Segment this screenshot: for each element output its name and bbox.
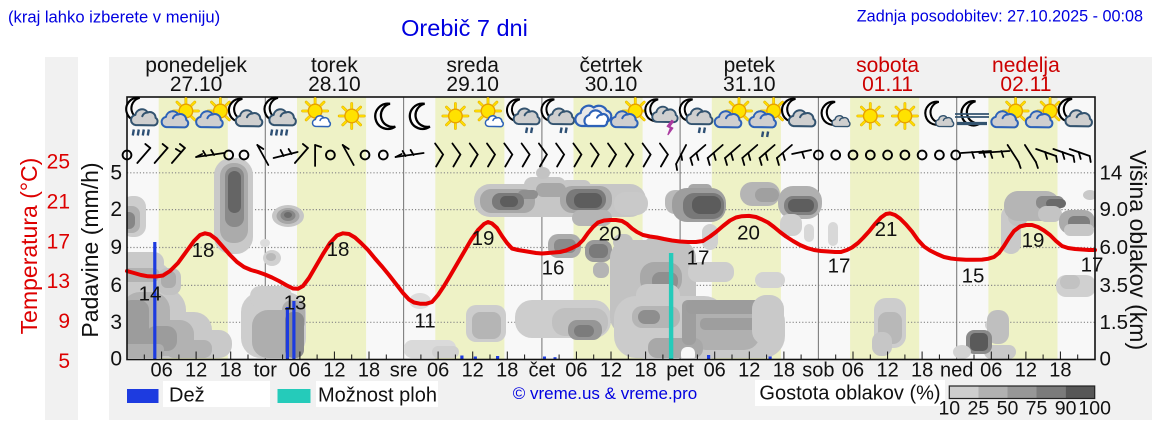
svg-text:17: 17 <box>828 255 851 278</box>
svg-text:sre: sre <box>390 360 418 382</box>
svg-text:6.0: 6.0 <box>1100 236 1129 259</box>
svg-text:3.5: 3.5 <box>1100 274 1129 297</box>
svg-text:14: 14 <box>1100 161 1123 184</box>
svg-text:ned: ned <box>940 360 973 382</box>
svg-text:31.10: 31.10 <box>723 73 776 96</box>
svg-text:18: 18 <box>911 360 933 382</box>
svg-text:20: 20 <box>599 223 622 246</box>
svg-text:četrtek: četrtek <box>579 54 643 77</box>
svg-text:11: 11 <box>414 310 435 333</box>
svg-text:Višina oblakov (km): Višina oblakov (km) <box>1125 150 1151 350</box>
svg-text:02.11: 02.11 <box>1000 73 1051 96</box>
svg-text:tor: tor <box>254 360 278 382</box>
svg-text:12: 12 <box>185 360 207 382</box>
svg-text:21: 21 <box>47 191 70 214</box>
svg-text:torek: torek <box>311 54 358 77</box>
svg-text:25: 25 <box>47 151 70 174</box>
svg-text:50: 50 <box>997 398 1019 420</box>
svg-text:Temperatura (°C): Temperatura (°C) <box>16 158 42 335</box>
svg-text:06: 06 <box>704 360 726 382</box>
svg-text:Padavine (mm/h): Padavine (mm/h) <box>77 162 103 337</box>
svg-text:16: 16 <box>542 257 565 280</box>
svg-text:Zadnja posodobitev: 27.10.2025: Zadnja posodobitev: 27.10.2025 - 00:08 <box>857 8 1143 26</box>
svg-text:9: 9 <box>58 310 70 333</box>
svg-text:6: 6 <box>110 274 122 297</box>
svg-text:(kraj lahko izberete v meniju): (kraj lahko izberete v meniju) <box>8 8 220 27</box>
svg-text:18: 18 <box>634 360 656 382</box>
svg-text:12: 12 <box>876 360 898 382</box>
svg-text:90: 90 <box>1055 398 1077 420</box>
svg-text:21: 21 <box>875 218 898 241</box>
svg-text:0: 0 <box>1100 348 1111 371</box>
svg-text:06: 06 <box>980 360 1002 382</box>
svg-text:petek: petek <box>724 54 776 77</box>
svg-text:17: 17 <box>687 247 710 270</box>
svg-text:čet: čet <box>529 360 556 382</box>
svg-text:18: 18 <box>192 239 215 262</box>
svg-text:Gostota oblakov (%): Gostota oblakov (%) <box>759 383 940 405</box>
svg-text:18: 18 <box>220 360 242 382</box>
svg-text:17: 17 <box>47 231 70 254</box>
svg-text:18: 18 <box>496 360 518 382</box>
svg-text:20: 20 <box>737 222 760 245</box>
svg-text:0: 0 <box>110 348 122 371</box>
svg-text:06: 06 <box>565 360 587 382</box>
svg-text:3: 3 <box>110 311 122 334</box>
svg-text:13: 13 <box>284 292 307 315</box>
svg-text:01.11: 01.11 <box>862 73 913 96</box>
svg-text:12: 12 <box>1015 360 1037 382</box>
svg-text:17: 17 <box>1081 254 1104 277</box>
svg-text:© vreme.us & vreme.pro: © vreme.us & vreme.pro <box>513 384 697 403</box>
svg-text:29.10: 29.10 <box>446 73 499 96</box>
svg-text:18: 18 <box>773 360 795 382</box>
svg-text:18: 18 <box>358 360 380 382</box>
svg-text:12: 12 <box>738 360 760 382</box>
svg-text:1.5: 1.5 <box>1100 311 1129 334</box>
svg-text:27.10: 27.10 <box>170 73 223 96</box>
svg-text:Možnost ploh: Možnost ploh <box>318 385 437 407</box>
svg-text:06: 06 <box>150 360 172 382</box>
svg-text:18: 18 <box>327 238 350 261</box>
svg-text:19: 19 <box>1022 229 1045 252</box>
svg-text:nedelja: nedelja <box>992 54 1060 77</box>
svg-text:5: 5 <box>58 350 70 373</box>
svg-text:75: 75 <box>1026 398 1048 420</box>
svg-text:10: 10 <box>938 398 960 420</box>
svg-text:06: 06 <box>842 360 864 382</box>
svg-text:9: 9 <box>110 236 122 259</box>
svg-text:sob: sob <box>802 360 834 382</box>
svg-text:9.0: 9.0 <box>1100 198 1129 221</box>
svg-text:15: 15 <box>962 265 985 288</box>
svg-text:2: 2 <box>110 198 122 221</box>
svg-text:12: 12 <box>600 360 622 382</box>
svg-text:sreda: sreda <box>446 54 499 77</box>
svg-text:13: 13 <box>47 270 70 293</box>
svg-text:06: 06 <box>289 360 311 382</box>
svg-text:14: 14 <box>139 283 162 306</box>
svg-text:12: 12 <box>462 360 484 382</box>
svg-text:Orebič 7 dni: Orebič 7 dni <box>401 15 528 41</box>
svg-text:pet: pet <box>666 360 694 382</box>
svg-text:25: 25 <box>968 398 990 420</box>
svg-text:Dež: Dež <box>169 385 205 407</box>
svg-text:12: 12 <box>323 360 345 382</box>
svg-text:19: 19 <box>472 227 495 250</box>
svg-text:18: 18 <box>1049 360 1071 382</box>
svg-text:28.10: 28.10 <box>308 73 361 96</box>
svg-text:5: 5 <box>110 161 122 184</box>
svg-text:ponedeljek: ponedeljek <box>145 54 247 77</box>
svg-text:100: 100 <box>1078 398 1111 420</box>
svg-text:06: 06 <box>427 360 449 382</box>
svg-text:sobota: sobota <box>856 54 919 77</box>
svg-text:30.10: 30.10 <box>585 73 638 96</box>
